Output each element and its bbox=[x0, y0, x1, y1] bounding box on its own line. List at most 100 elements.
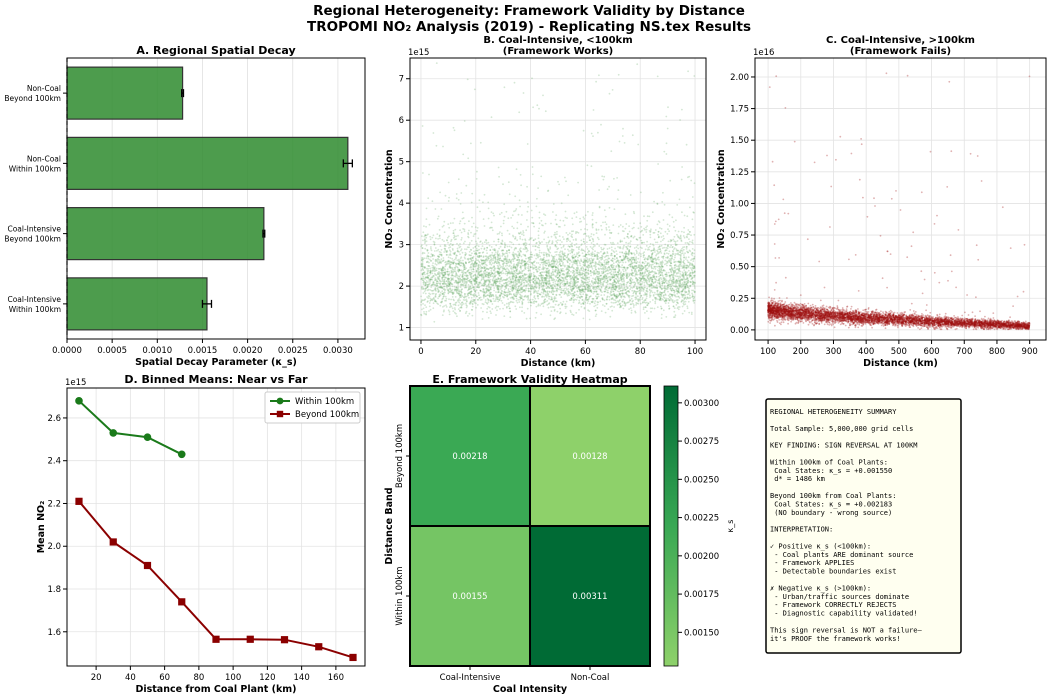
scatter-point bbox=[675, 304, 678, 306]
scatter-point bbox=[600, 258, 602, 261]
scatter-point bbox=[495, 294, 497, 297]
scatter-point bbox=[600, 294, 603, 296]
scatter-point bbox=[497, 287, 499, 290]
scatter-point bbox=[553, 299, 556, 302]
scatter-point bbox=[499, 288, 502, 290]
scatter-point bbox=[680, 284, 683, 286]
scatter-point bbox=[539, 263, 542, 266]
scatter-point bbox=[422, 231, 425, 234]
scatter-point bbox=[490, 221, 493, 224]
scatter-point bbox=[615, 287, 618, 290]
scatter-point bbox=[623, 300, 626, 303]
scatter-point bbox=[447, 285, 450, 287]
scatter-point bbox=[457, 244, 460, 247]
y-tick-label: Within 100km bbox=[9, 305, 61, 314]
scatter-point bbox=[583, 250, 586, 253]
scatter-point bbox=[659, 248, 661, 251]
scatter-point bbox=[523, 254, 526, 257]
scatter-point bbox=[623, 295, 626, 298]
scatter-point bbox=[464, 281, 467, 284]
scatter-point bbox=[591, 218, 594, 221]
scatter-point bbox=[443, 289, 446, 292]
scatter-point bbox=[451, 283, 454, 285]
scatter-point bbox=[512, 260, 515, 262]
scatter-point bbox=[539, 304, 541, 307]
scatter-point bbox=[518, 301, 521, 303]
scatter-point bbox=[547, 242, 550, 244]
scatter-point bbox=[455, 262, 457, 265]
scatter-point bbox=[684, 281, 686, 284]
scatter-point bbox=[478, 252, 480, 254]
scatter-point bbox=[576, 272, 579, 274]
scatter-point bbox=[607, 263, 609, 265]
scatter-point bbox=[685, 235, 688, 238]
y-tick-label: 7 bbox=[399, 75, 404, 85]
scatter-point bbox=[468, 220, 470, 223]
scatter-point bbox=[647, 247, 650, 249]
scatter-point bbox=[595, 228, 598, 231]
scatter-point bbox=[464, 257, 466, 260]
scatter-point bbox=[599, 282, 601, 285]
scatter-point bbox=[681, 247, 683, 250]
scatter-point bbox=[533, 254, 536, 257]
scatter-point bbox=[643, 279, 645, 282]
scatter-point bbox=[606, 291, 609, 294]
scatter-point bbox=[420, 286, 423, 289]
scatter-point bbox=[565, 292, 567, 295]
scatter-point bbox=[488, 282, 490, 285]
scatter-point bbox=[420, 304, 422, 306]
scatter-point bbox=[451, 296, 454, 298]
scatter-point bbox=[475, 306, 477, 309]
scatter-point bbox=[423, 280, 425, 283]
scatter-point bbox=[626, 235, 629, 238]
scatter-point bbox=[540, 285, 543, 288]
scatter-point bbox=[693, 270, 696, 273]
scatter-point bbox=[587, 268, 590, 270]
scatter-point bbox=[524, 248, 526, 251]
scatter-point bbox=[490, 211, 493, 214]
scatter-point bbox=[616, 177, 618, 179]
scatter-point bbox=[656, 241, 659, 244]
scatter-point bbox=[465, 275, 468, 277]
scatter-point bbox=[516, 261, 519, 264]
scatter-point bbox=[635, 256, 638, 258]
scatter-point bbox=[516, 221, 519, 224]
scatter-point bbox=[529, 293, 532, 296]
scatter-point bbox=[640, 294, 643, 297]
scatter-point bbox=[563, 224, 566, 227]
scatter-point bbox=[581, 274, 583, 276]
scatter-point bbox=[587, 309, 589, 312]
scatter-point bbox=[490, 294, 493, 297]
scatter-point bbox=[491, 262, 494, 264]
scatter-point bbox=[595, 290, 598, 293]
scatter-point bbox=[493, 214, 495, 217]
scatter-point bbox=[653, 291, 656, 294]
scatter-point bbox=[443, 291, 446, 294]
scatter-point bbox=[681, 312, 684, 315]
scatter-point bbox=[623, 286, 626, 289]
scatter-point bbox=[683, 236, 686, 239]
scatter-point bbox=[421, 308, 423, 311]
scatter-point bbox=[679, 258, 682, 261]
scatter-point bbox=[546, 300, 549, 302]
scatter-point bbox=[503, 86, 506, 89]
scatter-point bbox=[420, 313, 422, 316]
scatter-point bbox=[526, 260, 529, 263]
scatter-point bbox=[677, 279, 680, 282]
scatter-point bbox=[489, 293, 492, 296]
scatter-point bbox=[547, 259, 550, 261]
scatter-point bbox=[541, 241, 543, 243]
scatter-point bbox=[625, 223, 628, 225]
panel-b-scatter: B. Coal-Intensive, <100km(Framework Work… bbox=[384, 35, 707, 369]
scatter-point bbox=[455, 279, 457, 282]
scatter-point bbox=[576, 260, 578, 263]
scatter-point bbox=[651, 261, 654, 263]
scatter-point bbox=[644, 293, 647, 296]
scatter-point bbox=[665, 287, 668, 290]
scatter-point bbox=[673, 291, 676, 294]
scatter-point bbox=[577, 280, 579, 283]
scatter-point bbox=[483, 225, 486, 227]
scatter-point bbox=[489, 278, 492, 281]
scatter-point bbox=[619, 261, 622, 263]
scatter-point bbox=[554, 268, 557, 271]
